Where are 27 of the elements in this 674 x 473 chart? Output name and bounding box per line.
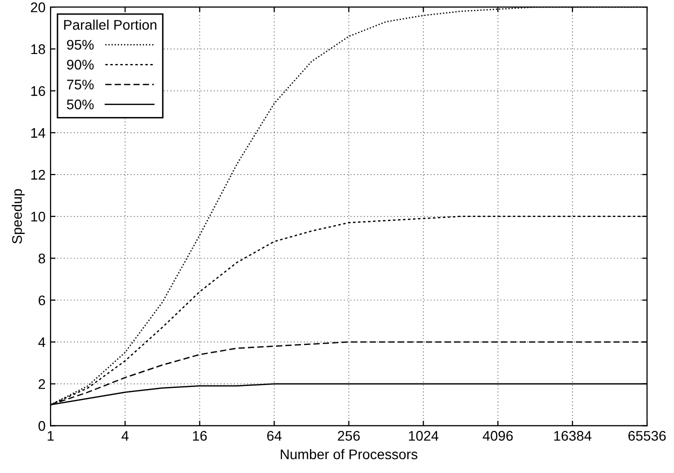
y-tick-label: 16 [31, 86, 46, 96]
x-tick-label: 64 [267, 430, 282, 441]
legend-label: 75% [67, 80, 94, 90]
y-tick-label: 4 [38, 337, 46, 348]
x-axis-title: Number of Processors [280, 449, 418, 460]
y-tick-label: 10 [31, 212, 46, 222]
y-axis-title: Speedup [12, 189, 25, 244]
y-tick-label: 2 [38, 379, 45, 389]
x-tick-label: 65536 [628, 430, 666, 441]
x-tick-label: 4096 [482, 430, 513, 441]
y-tick-label: 20 [30, 2, 46, 12]
x-tick-label: 4 [122, 431, 129, 441]
legend-label: 50% [66, 100, 94, 110]
x-tick-label: 1024 [408, 430, 438, 441]
x-tick-label: 256 [338, 430, 360, 441]
y-tick-label: 8 [38, 254, 46, 264]
x-tick-label: 16384 [554, 430, 592, 441]
y-tick-label: 18 [31, 44, 46, 54]
legend-label: 95% [67, 40, 94, 50]
x-tick-label: 1 [48, 431, 54, 441]
y-tick-label: 0 [38, 421, 46, 431]
y-tick-label: 14 [31, 128, 46, 138]
y-tick-label: 12 [31, 170, 45, 180]
x-tick-label: 16 [193, 430, 207, 441]
legend-label: 90% [67, 60, 94, 70]
y-tick-label: 6 [38, 295, 46, 306]
legend-title: Parallel Portion [64, 20, 156, 30]
